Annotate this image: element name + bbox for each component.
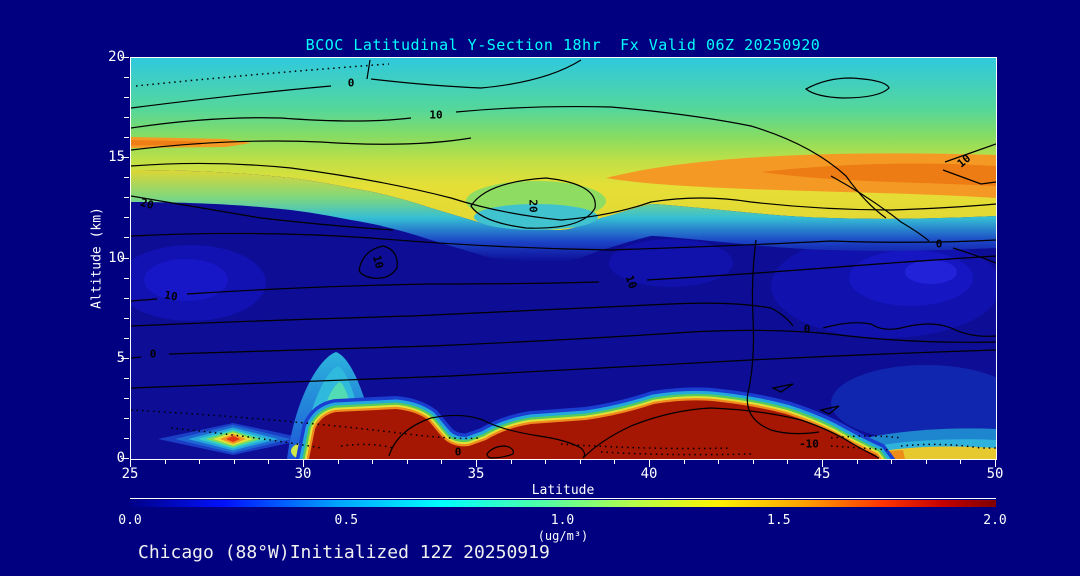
tick-mark	[164, 459, 166, 464]
tick-mark	[614, 459, 616, 464]
plot-title: BCOC Latitudinal Y-Section 18hr Fx Valid…	[305, 36, 821, 54]
tick-mark	[124, 117, 129, 119]
colorbar-tick-label: 0.5	[334, 513, 359, 528]
tick-mark	[124, 97, 129, 99]
colorbar-tick-label: 1.5	[767, 513, 791, 528]
tick-mark	[124, 377, 129, 379]
tick-mark	[510, 459, 512, 464]
tick-mark	[822, 459, 823, 467]
colorbar-unit-label: (ug/m³)	[537, 529, 589, 543]
y-tick-label: 10	[108, 249, 125, 266]
tick-mark	[303, 459, 304, 467]
tick-mark	[856, 459, 858, 464]
x-axis-title: Latitude	[531, 483, 595, 498]
plot-area: 0 10 10 20 20 0 10 10 10 0 0 0 -10	[130, 57, 997, 460]
x-tick-label: 30	[294, 466, 312, 482]
surface-hotspot-diamond	[158, 423, 308, 455]
tick-mark	[121, 357, 129, 359]
tick-mark	[124, 317, 129, 319]
tick-mark	[925, 459, 927, 464]
tick-mark	[130, 459, 131, 467]
tick-mark	[121, 257, 129, 259]
tick-mark	[233, 459, 235, 464]
y-tick-label: 20	[108, 49, 125, 65]
tick-mark	[752, 459, 754, 464]
contour-lines	[131, 59, 996, 459]
x-tick-label: 50	[986, 466, 1004, 482]
tick-mark	[891, 459, 893, 464]
colorbar-tick-label: 0.0	[118, 513, 142, 528]
colorbar-tick-label: 2.0	[983, 513, 1007, 528]
tick-mark	[124, 437, 129, 439]
tick-mark	[124, 417, 129, 419]
colorbar	[130, 500, 996, 507]
tick-mark	[406, 459, 408, 464]
tick-mark	[649, 459, 650, 467]
tick-mark	[268, 459, 270, 464]
tick-mark	[995, 459, 996, 467]
y-tick-label: 15	[108, 149, 125, 166]
tick-mark	[372, 459, 374, 464]
tick-mark	[579, 459, 581, 464]
footer-run-info: Chicago (88°W)Initialized 12Z 20250919	[138, 542, 550, 563]
tick-mark	[337, 459, 339, 464]
tick-mark	[787, 459, 789, 464]
tick-mark	[124, 217, 129, 219]
y-tick-label: 5	[116, 349, 125, 366]
tick-mark	[121, 157, 129, 159]
contour-field-plot	[131, 58, 996, 459]
tick-mark	[124, 337, 129, 339]
tick-mark	[199, 459, 201, 464]
y-tick-label: 0	[116, 450, 125, 466]
x-tick-label: 45	[813, 466, 831, 482]
tick-mark	[124, 297, 129, 299]
tick-mark	[124, 197, 129, 199]
colorbar-top-rule	[130, 498, 996, 499]
x-tick-label: 35	[467, 466, 485, 482]
tick-mark	[960, 459, 962, 464]
tick-mark	[124, 397, 129, 399]
tick-mark	[124, 237, 129, 239]
upper-layer-fade	[131, 170, 996, 262]
tick-mark	[545, 459, 547, 464]
upper-layer-orange-maxima	[131, 137, 996, 198]
tick-mark	[124, 177, 129, 179]
tick-mark	[124, 277, 129, 279]
tick-mark	[718, 459, 720, 464]
tick-mark	[124, 77, 129, 79]
tick-mark	[476, 459, 477, 467]
tick-mark	[683, 459, 685, 464]
x-tick-label: 40	[640, 466, 658, 482]
tick-mark	[124, 137, 129, 139]
tick-mark	[121, 57, 129, 58]
x-tick-label: 25	[121, 466, 139, 482]
tick-mark	[121, 458, 129, 459]
tick-mark	[441, 459, 443, 464]
y-axis-title: Altitude (km)	[89, 207, 105, 309]
colorbar-tick-label: 1.0	[550, 513, 575, 528]
boundary-layer-plume	[295, 387, 896, 459]
